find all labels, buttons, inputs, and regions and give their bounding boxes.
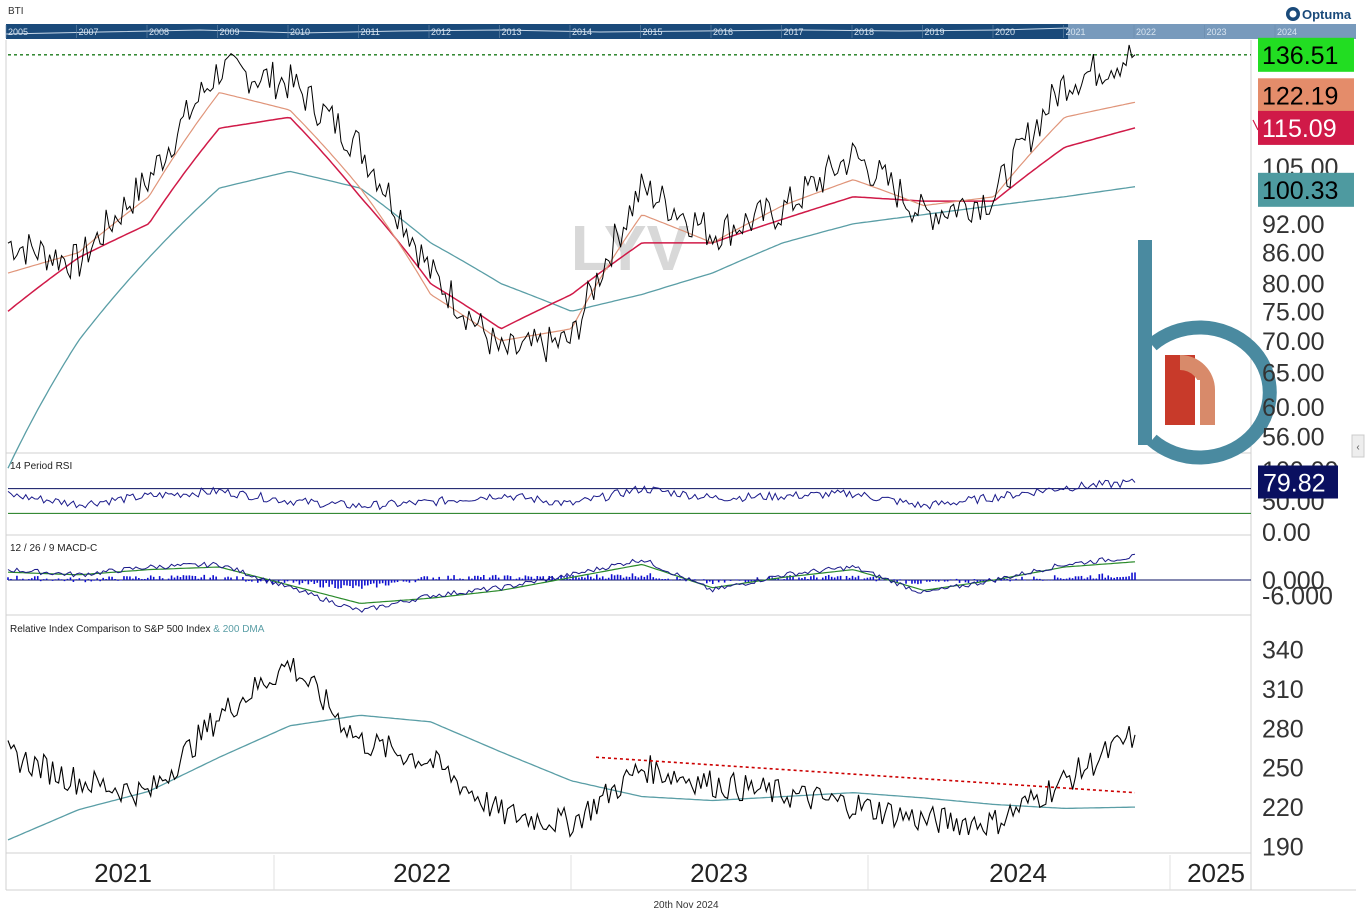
x-axis-separators	[273, 855, 1171, 890]
navigator-year: 2012	[431, 27, 451, 37]
scroll-right-handle[interactable]: ‹	[1351, 434, 1365, 458]
x-tick-label: 2023	[690, 858, 748, 888]
rsi-tick-label: 0.00	[1262, 519, 1311, 547]
x-axis: 2021 2022 2023 2024 2025	[94, 858, 1245, 888]
price-panel	[7, 44, 1251, 469]
price-axis-box	[1258, 78, 1354, 113]
rsi-axis-box-label: 79.82	[1263, 470, 1326, 498]
navigator-year: 2014	[572, 27, 592, 37]
navigator-year: 2017	[784, 27, 804, 37]
ma-short-line	[7, 92, 1136, 342]
navigator-year: 2019	[925, 27, 945, 37]
macd-signal-line	[7, 561, 1136, 604]
axis-marker	[1252, 119, 1259, 131]
price-axis-box	[1258, 37, 1354, 72]
relative-tick-label: 340	[1262, 637, 1304, 665]
x-tick-label: 2025	[1187, 858, 1245, 888]
chevron-left-icon: ‹	[1356, 442, 1359, 453]
panel-frames	[5, 40, 1356, 891]
price-tick-label: 70.00	[1262, 328, 1325, 356]
navigator-year: 2020	[995, 27, 1015, 37]
macd-tick-label: -6.000	[1262, 583, 1333, 611]
symbol-label: BTI	[8, 6, 24, 17]
navigator-year: 2022	[1136, 27, 1156, 37]
navigator-year: 2007	[79, 27, 99, 37]
brand-mark	[1138, 240, 1277, 465]
navigator-year: 2015	[643, 27, 663, 37]
price-tick-label: 86.00	[1262, 240, 1325, 268]
x-tick-label: 2021	[94, 858, 152, 888]
ma-mid-line	[7, 116, 1136, 330]
rsi-panel	[7, 478, 1251, 514]
relative-tick-label: 220	[1262, 794, 1304, 822]
relative-tick-label: 190	[1262, 833, 1304, 861]
rsi-title: 14 Period RSI	[10, 461, 72, 472]
relative-tick-label: 310	[1262, 676, 1304, 704]
relative-title: Relative Index Comparison to S&P 500 Ind…	[10, 624, 265, 635]
navigator-year: 2023	[1207, 27, 1227, 37]
brand-name: Optuma	[1302, 7, 1352, 22]
navigator-year: 2016	[713, 27, 733, 37]
price-axis-box-label: 122.19	[1262, 82, 1338, 110]
price-tick-label: 75.00	[1262, 298, 1325, 326]
footer-date: 20th Nov 2024	[653, 900, 718, 911]
macd-line	[7, 553, 1136, 613]
navigator-year: 2008	[149, 27, 169, 37]
rsi-line	[7, 478, 1136, 511]
rsi-axis-box	[1258, 465, 1338, 499]
relative-line	[7, 657, 1136, 838]
relative-tick-label: 250	[1262, 755, 1304, 783]
brand-logo: Optuma	[1286, 7, 1352, 22]
navigator-year: 2018	[854, 27, 874, 37]
navigator-year: 2024	[1277, 27, 1297, 37]
price-tick-label: 92.00	[1262, 211, 1325, 239]
price-axis-box	[1258, 110, 1354, 145]
x-tick-label: 2022	[393, 858, 451, 888]
x-tick-label: 2024	[989, 858, 1047, 888]
macd-tick-label: 0.000	[1262, 567, 1325, 595]
navigator-year: 2005	[8, 27, 28, 37]
price-tick-label: 80.00	[1262, 271, 1325, 299]
macd-title: 12 / 26 / 9 MACD-C	[10, 543, 97, 554]
navigator-year: 2011	[361, 27, 380, 37]
relative-tick-label: 280	[1262, 715, 1304, 743]
macd-panel	[7, 553, 1251, 613]
navigator-year: 2013	[502, 27, 522, 37]
trendline	[595, 756, 1136, 794]
price-axis-box-label: 136.51	[1262, 42, 1338, 70]
price-tick-label: 56.00	[1262, 423, 1325, 451]
price-line	[7, 44, 1136, 363]
navigator-year: 2009	[220, 27, 240, 37]
price-tick-label: 65.00	[1262, 360, 1325, 388]
navigator-year: 2021	[1066, 27, 1086, 37]
navigator[interactable]: 2005 2007 2008 2009 2010 2011 2012 2013 2014 2015…	[5, 24, 1356, 39]
price-axis-box	[1258, 172, 1354, 207]
price-axis-box-label: 100.33	[1262, 177, 1338, 205]
price-tick-label: 60.00	[1262, 394, 1325, 422]
relative-panel	[7, 657, 1136, 841]
navigator-year: 2010	[290, 27, 310, 37]
relative-ma-line	[7, 714, 1135, 841]
ma-long-line	[7, 170, 1136, 469]
price-axis-box-label: 115.09	[1262, 115, 1337, 143]
watermark: LYV	[571, 212, 690, 284]
